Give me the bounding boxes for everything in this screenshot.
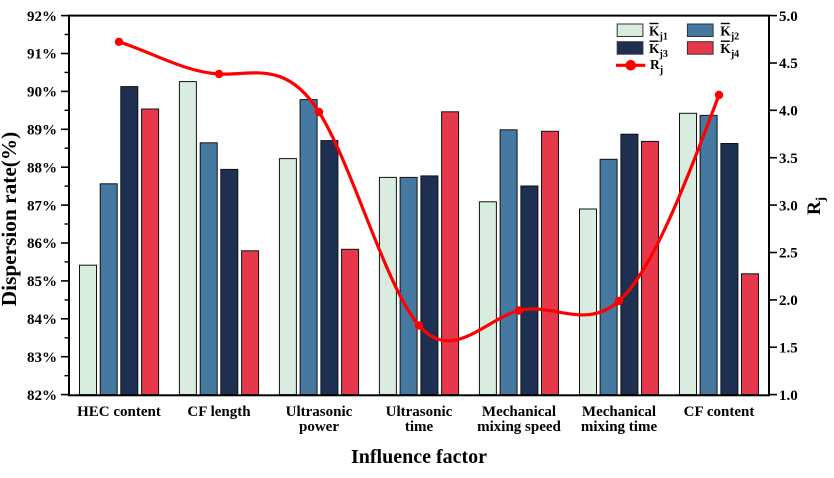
svg-text:5.0: 5.0 <box>779 9 798 25</box>
svg-text:Rj: Rj <box>804 197 828 215</box>
svg-text:3.0: 3.0 <box>779 198 798 214</box>
svg-text:4.0: 4.0 <box>779 104 798 120</box>
svg-text:86%: 86% <box>27 236 57 252</box>
svg-text:CF length: CF length <box>187 404 251 420</box>
svg-text:Dispersion rate(%): Dispersion rate(%) <box>0 132 21 306</box>
svg-text:power: power <box>299 419 339 435</box>
svg-text:time: time <box>405 419 434 435</box>
svg-text:2.5: 2.5 <box>779 246 798 262</box>
svg-text:90%: 90% <box>27 85 57 101</box>
svg-text:1.5: 1.5 <box>779 340 798 356</box>
svg-text:Mechanical: Mechanical <box>582 404 656 420</box>
svg-text:87%: 87% <box>27 198 57 214</box>
svg-text:89%: 89% <box>27 123 57 139</box>
svg-text:85%: 85% <box>27 274 57 290</box>
svg-text:mixing time: mixing time <box>581 419 658 435</box>
svg-text:88%: 88% <box>27 160 57 176</box>
svg-text:84%: 84% <box>27 312 57 328</box>
svg-text:Mechanical: Mechanical <box>482 404 556 420</box>
svg-text:CF content: CF content <box>684 404 755 420</box>
svg-text:HEC content: HEC content <box>77 404 161 420</box>
svg-text:92%: 92% <box>27 9 57 25</box>
svg-text:mixing speed: mixing speed <box>477 419 561 435</box>
svg-text:91%: 91% <box>27 47 57 63</box>
svg-text:Ultrasonic: Ultrasonic <box>286 404 353 420</box>
svg-text:82%: 82% <box>27 388 57 404</box>
svg-text:Ultrasonic: Ultrasonic <box>386 404 453 420</box>
svg-text:2.0: 2.0 <box>779 293 798 309</box>
svg-text:Influence factor: Influence factor <box>351 446 487 468</box>
svg-text:83%: 83% <box>27 350 57 366</box>
svg-text:3.5: 3.5 <box>779 151 798 167</box>
svg-text:1.0: 1.0 <box>779 388 798 404</box>
svg-text:4.5: 4.5 <box>779 56 798 72</box>
